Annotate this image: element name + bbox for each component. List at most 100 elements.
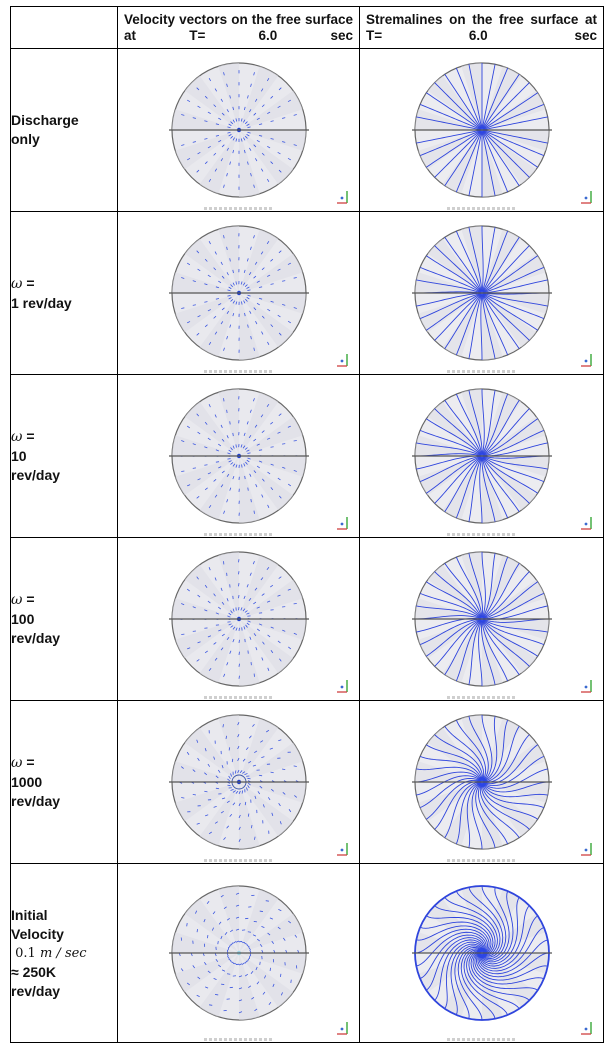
faint-caption-mark xyxy=(447,207,517,210)
label-line: only xyxy=(11,130,117,149)
velocity-arrow xyxy=(229,421,230,424)
table-row: Initial Velocity 0.1 m / sec ≈ 250K rev/… xyxy=(11,864,604,1043)
faint-caption-mark xyxy=(204,207,274,210)
disc-plot xyxy=(169,549,309,689)
row-label-discharge: Discharge only xyxy=(11,49,118,212)
disc-plot xyxy=(412,549,552,689)
velocity-vector-figure xyxy=(118,701,360,864)
label-line: Initial xyxy=(11,906,117,925)
streamline-figure xyxy=(360,375,604,538)
axis-z xyxy=(341,1028,344,1031)
faint-caption-mark xyxy=(447,533,517,536)
velocity-vector-figure xyxy=(118,212,360,375)
velocity-arrow xyxy=(241,464,242,467)
table-row: ω = 1 rev/day xyxy=(11,212,604,375)
axis-z xyxy=(585,1028,588,1031)
row-label-omega-10: ω = 10 rev/day xyxy=(11,375,118,538)
disc-plot xyxy=(412,223,552,363)
axis-z xyxy=(585,849,588,852)
disc-plot xyxy=(412,60,552,200)
velocity-vector-figure xyxy=(118,49,360,212)
axes-triad-icon xyxy=(579,515,595,531)
table-row: ω = 10 rev/day xyxy=(11,375,604,538)
axes-triad-icon xyxy=(335,189,351,205)
axis-z xyxy=(585,523,588,526)
faint-caption-mark xyxy=(447,859,517,862)
speed-unit: m / sec xyxy=(40,946,87,961)
axes-triad-icon xyxy=(335,841,351,857)
velocity-arrow xyxy=(282,444,285,445)
disc-plot xyxy=(169,712,309,852)
velocity-arrow xyxy=(247,488,248,491)
axis-z xyxy=(585,360,588,363)
velocity-arrow xyxy=(223,398,224,401)
axis-z xyxy=(341,849,344,852)
velocity-vector-figure xyxy=(118,375,360,538)
velocity-arrow xyxy=(250,499,251,502)
label-line: 1000 xyxy=(11,773,117,792)
velocity-arrow xyxy=(270,447,273,448)
label-line: = xyxy=(26,428,34,444)
label-line: = xyxy=(26,275,34,291)
disc-plot xyxy=(169,386,309,526)
disc-plot xyxy=(169,223,309,363)
streamline-figure xyxy=(360,701,604,864)
faint-caption-mark xyxy=(204,533,274,536)
label-line: 1 rev/day xyxy=(11,294,117,313)
axes-triad-icon xyxy=(579,189,595,205)
faint-caption-mark xyxy=(204,1038,274,1041)
velocity-vector-figure xyxy=(118,538,360,701)
streamline-figure xyxy=(360,864,604,1043)
faint-caption-mark xyxy=(204,696,274,699)
velocity-arrow xyxy=(244,476,245,479)
velocity-arrow xyxy=(204,465,207,466)
faint-caption-mark xyxy=(204,859,274,862)
table-row: ω = 1000 rev/day xyxy=(11,701,604,864)
label-line: = xyxy=(26,754,34,770)
axes-triad-icon xyxy=(579,1020,595,1036)
row-label-omega-100: ω = 100 rev/day xyxy=(11,538,118,701)
faint-caption-mark xyxy=(447,1038,517,1041)
velocity-arrow xyxy=(235,444,236,447)
streamline-figure xyxy=(360,212,604,375)
velocity-arrow xyxy=(227,459,230,460)
label-line: rev/day xyxy=(11,466,117,485)
velocity-vector-figure xyxy=(118,864,360,1043)
streamline-figure xyxy=(360,538,604,701)
velocity-arrow xyxy=(215,462,218,463)
axes-triad-icon xyxy=(335,515,351,531)
disc-plot xyxy=(412,712,552,852)
velocity-arrow xyxy=(253,511,254,514)
axes-triad-icon xyxy=(579,352,595,368)
disc-plot xyxy=(412,386,552,526)
faint-caption-mark xyxy=(447,696,517,699)
axis-z xyxy=(341,197,344,200)
streamline-figure xyxy=(360,49,604,212)
omega-symbol: ω xyxy=(11,429,22,445)
omega-symbol: ω xyxy=(11,592,22,608)
axis-z xyxy=(341,523,344,526)
row-label-omega-1000: ω = 1000 rev/day xyxy=(11,701,118,864)
velocity-arrow xyxy=(293,441,296,442)
label-line: 100 xyxy=(11,610,117,629)
velocity-arrow xyxy=(232,433,233,436)
axis-z xyxy=(585,197,588,200)
header-corner xyxy=(11,7,118,49)
velocity-arrow xyxy=(226,410,227,413)
axis-z xyxy=(341,360,344,363)
velocity-arrow xyxy=(181,471,184,472)
omega-symbol: ω xyxy=(11,755,22,771)
label-line: rev/day xyxy=(11,792,117,811)
faint-caption-mark xyxy=(204,370,274,373)
axes-triad-icon xyxy=(579,678,595,694)
approx-line: ≈ 250K xyxy=(11,963,117,982)
disc-plot xyxy=(412,883,552,1023)
label-line: 10 xyxy=(11,447,117,466)
table-row: ω = 100 rev/day xyxy=(11,538,604,701)
omega-symbol: ω xyxy=(11,276,22,292)
axes-triad-icon xyxy=(335,352,351,368)
axes-triad-icon xyxy=(579,841,595,857)
header-velocity-vectors: Velocity vectors on the free surface at … xyxy=(118,7,360,49)
header-row: Velocity vectors on the free surface at … xyxy=(11,7,604,49)
label-line: rev/day xyxy=(11,982,117,1001)
